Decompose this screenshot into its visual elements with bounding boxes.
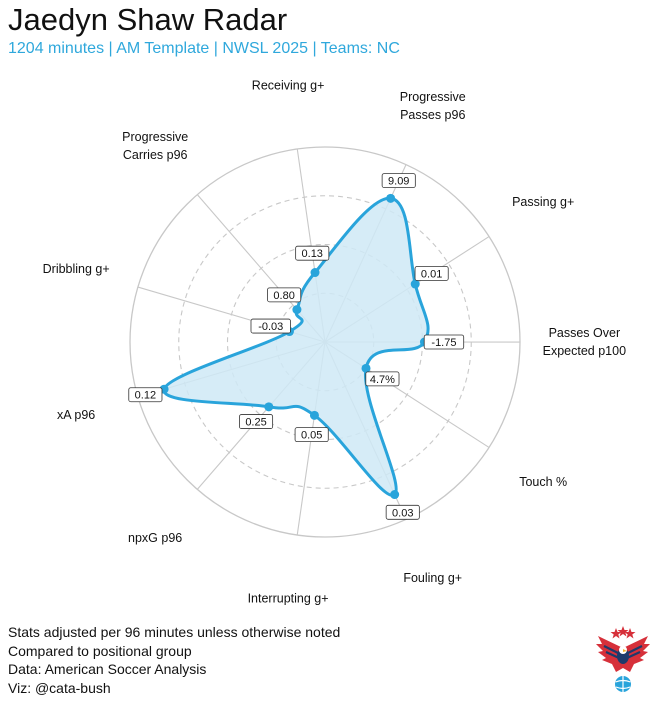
value-label: -0.03 <box>250 318 291 334</box>
axis-label: Passes Over Expected p100 <box>543 326 626 358</box>
data-point <box>264 402 274 412</box>
axis-labels: Progressive Passes p96 Passing g+ Passes Ov… <box>43 78 626 605</box>
axis-label-line: Interrupting g+ <box>248 592 329 606</box>
footer-line: Compared to positional group <box>8 642 192 659</box>
value-label-box <box>381 173 416 188</box>
value-label: 4.7% <box>365 371 400 387</box>
value-label: 0.01 <box>414 266 449 281</box>
axis-label-line: Carries p96 <box>123 148 188 162</box>
axis-label: Passing g+ <box>512 195 574 209</box>
value-label-box <box>128 387 163 403</box>
axis-label: xA p96 <box>57 408 95 422</box>
axis-label-line: Passing g+ <box>512 195 574 209</box>
axis-label-line: Touch % <box>519 475 567 489</box>
chart-subtitle: 1204 minutes | AM Template | NWSL 2025 |… <box>8 40 400 57</box>
value-label: 0.05 <box>294 427 329 443</box>
value-label-box <box>385 504 420 520</box>
value-label: 0.12 <box>128 387 163 403</box>
value-label: 0.25 <box>239 414 274 429</box>
value-label-box <box>267 287 302 303</box>
value-labels: 9.09 0.01 -1.75 4.7% 0.03 0.05 0.25 0.12 -0.03 0.… <box>128 173 465 520</box>
axis-label: Progressive Carries p96 <box>122 130 188 162</box>
footer-line: Stats adjusted per 96 minutes unless oth… <box>8 624 341 640</box>
value-label-box <box>294 427 329 443</box>
value-label-box <box>423 334 465 350</box>
axis-label: npxG p96 <box>128 531 182 545</box>
chart-title: Jaedyn Shaw Radar <box>8 2 288 37</box>
value-label-text: 4.7% <box>370 374 395 386</box>
axis-label-line: Dribbling g+ <box>43 262 110 276</box>
axis-label-line: xA p96 <box>57 408 95 422</box>
axis-label-line: Expected p100 <box>543 344 626 358</box>
data-point <box>309 410 319 420</box>
value-label-text: -0.03 <box>258 321 283 333</box>
value-label-text: 0.25 <box>245 417 266 429</box>
axis-label-line: Progressive <box>400 90 466 104</box>
value-label-text: 0.01 <box>421 268 442 280</box>
radar-area <box>162 196 430 497</box>
value-label: 0.13 <box>295 245 330 261</box>
data-point <box>386 193 396 203</box>
value-label: 0.03 <box>385 504 420 520</box>
value-label-box <box>250 318 291 334</box>
footer-line: Data: American Soccer Analysis <box>8 661 207 677</box>
axis-label: Fouling g+ <box>403 571 462 585</box>
value-label-text: 9.09 <box>388 176 409 188</box>
axis-label-line: Progressive <box>122 130 188 144</box>
value-label-text: -1.75 <box>431 337 456 349</box>
eagle-soccer-logo-icon <box>596 626 650 692</box>
axis-label: Interrupting g+ <box>248 592 329 606</box>
value-label-text: 0.80 <box>273 290 294 302</box>
axis-label-line: Receiving g+ <box>252 78 325 92</box>
value-label: 9.09 <box>381 173 416 188</box>
axis-label-line: npxG p96 <box>128 531 182 545</box>
value-label-text: 0.12 <box>135 390 156 402</box>
value-label-text: 0.13 <box>302 248 323 260</box>
radar-chart: 9.09 0.01 -1.75 4.7% 0.03 0.05 0.25 0.12 -0.03 0.… <box>43 78 626 605</box>
data-point <box>390 490 400 500</box>
axis-label: Receiving g+ <box>252 78 325 92</box>
value-label-box <box>365 371 400 387</box>
axis-label-line: Fouling g+ <box>403 571 462 585</box>
data-point <box>361 363 371 373</box>
radar-shape <box>162 196 430 497</box>
value-label-box <box>414 266 449 281</box>
axis-label: Touch % <box>519 475 567 489</box>
data-point <box>410 279 420 289</box>
data-point <box>292 305 302 315</box>
value-label-box <box>295 245 330 261</box>
value-label: 0.80 <box>267 287 302 303</box>
footer-notes: Stats adjusted per 96 minutes unless oth… <box>8 623 340 697</box>
value-label-text: 0.05 <box>301 430 322 442</box>
value-label: -1.75 <box>423 334 465 350</box>
axis-label-line: Passes Over <box>549 326 621 340</box>
data-point <box>310 268 320 278</box>
axis-label: Dribbling g+ <box>43 262 110 276</box>
axis-label: Progressive Passes p96 <box>400 90 466 122</box>
axis-label-line: Passes p96 <box>400 108 465 122</box>
value-label-box <box>239 414 274 429</box>
footer-line: Viz: @cata-bush <box>8 679 111 696</box>
value-label-text: 0.03 <box>392 507 413 519</box>
